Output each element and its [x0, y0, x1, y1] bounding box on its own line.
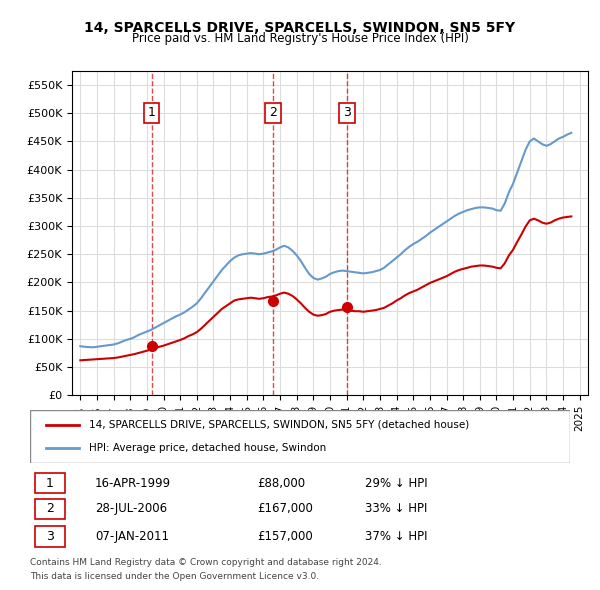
Text: 1: 1: [46, 477, 54, 490]
Text: 2: 2: [269, 106, 277, 120]
Text: 3: 3: [46, 530, 54, 543]
Text: 33% ↓ HPI: 33% ↓ HPI: [365, 502, 427, 516]
Text: 2: 2: [46, 502, 54, 516]
Text: 14, SPARCELLS DRIVE, SPARCELLS, SWINDON, SN5 5FY (detached house): 14, SPARCELLS DRIVE, SPARCELLS, SWINDON,…: [89, 420, 470, 430]
Text: 3: 3: [343, 106, 351, 120]
FancyBboxPatch shape: [35, 499, 65, 519]
Text: Contains HM Land Registry data © Crown copyright and database right 2024.: Contains HM Land Registry data © Crown c…: [30, 558, 382, 566]
FancyBboxPatch shape: [30, 410, 570, 463]
Text: 16-APR-1999: 16-APR-1999: [95, 477, 171, 490]
Text: 14, SPARCELLS DRIVE, SPARCELLS, SWINDON, SN5 5FY: 14, SPARCELLS DRIVE, SPARCELLS, SWINDON,…: [85, 21, 515, 35]
Text: 07-JAN-2011: 07-JAN-2011: [95, 530, 169, 543]
Text: 1: 1: [148, 106, 155, 120]
FancyBboxPatch shape: [35, 473, 65, 493]
Text: £88,000: £88,000: [257, 477, 305, 490]
Text: This data is licensed under the Open Government Licence v3.0.: This data is licensed under the Open Gov…: [30, 572, 319, 581]
Text: 37% ↓ HPI: 37% ↓ HPI: [365, 530, 427, 543]
Text: 28-JUL-2006: 28-JUL-2006: [95, 502, 167, 516]
Text: 29% ↓ HPI: 29% ↓ HPI: [365, 477, 427, 490]
Text: Price paid vs. HM Land Registry's House Price Index (HPI): Price paid vs. HM Land Registry's House …: [131, 32, 469, 45]
Text: £167,000: £167,000: [257, 502, 313, 516]
Text: HPI: Average price, detached house, Swindon: HPI: Average price, detached house, Swin…: [89, 443, 326, 453]
FancyBboxPatch shape: [35, 526, 65, 546]
Text: £157,000: £157,000: [257, 530, 313, 543]
